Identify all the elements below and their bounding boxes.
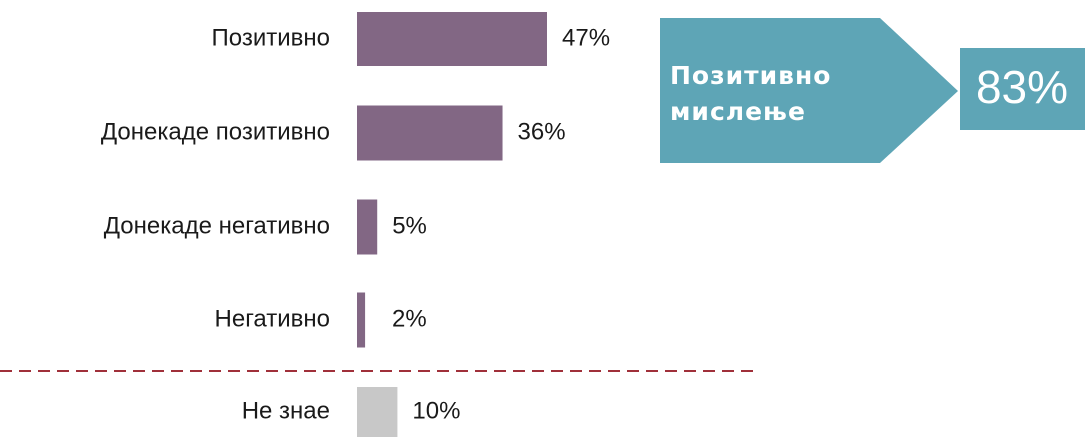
category-label: Негативно bbox=[215, 305, 330, 332]
value-label: 5% bbox=[392, 212, 427, 239]
category-label: Донекаде негативно bbox=[104, 212, 330, 239]
bar bbox=[357, 292, 366, 348]
bar bbox=[357, 12, 547, 66]
bar bbox=[357, 387, 398, 437]
value-label: 36% bbox=[518, 118, 566, 145]
category-label: Позитивно bbox=[212, 24, 331, 51]
bar bbox=[357, 105, 503, 161]
category-label: Донекаде позитивно bbox=[101, 118, 330, 145]
callout-value: 83% bbox=[976, 61, 1068, 113]
callout-label: Позитивно мислење bbox=[670, 61, 832, 126]
category-label: Не знае bbox=[242, 397, 330, 424]
callout-arrow bbox=[660, 18, 958, 163]
bar bbox=[357, 199, 378, 255]
value-label: 10% bbox=[412, 397, 460, 424]
value-label: 47% bbox=[562, 24, 610, 51]
callout-box bbox=[960, 48, 1085, 130]
value-label: 2% bbox=[392, 305, 427, 332]
